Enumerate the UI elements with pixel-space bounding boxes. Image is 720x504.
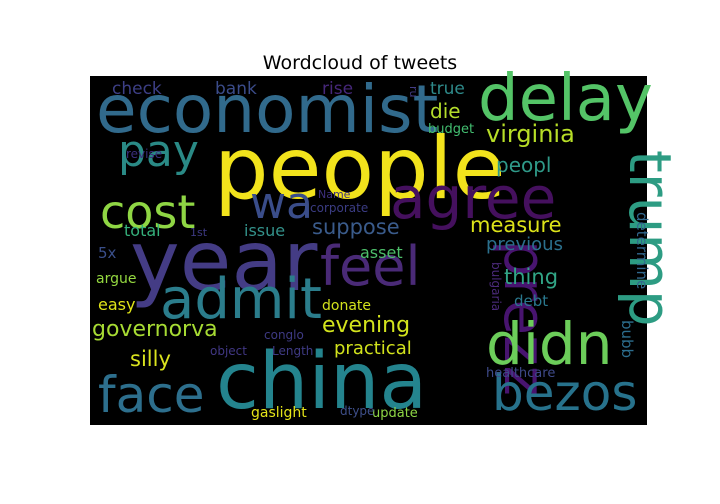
- word-donate: donate: [322, 298, 371, 314]
- word-didn: didn: [486, 310, 613, 378]
- word-bezos: bezos: [492, 364, 637, 422]
- word-silly: silly: [130, 347, 171, 371]
- word-update: update: [372, 406, 418, 421]
- word-wa: wa: [250, 178, 313, 229]
- word-governorva: governorva: [92, 317, 218, 342]
- word-dtype: dtype: [340, 404, 374, 418]
- word-delay: delay: [478, 62, 653, 136]
- word-virginia: virginia: [486, 120, 575, 148]
- word-year: year: [130, 212, 318, 310]
- word-practical: practical: [334, 338, 412, 359]
- word-revise: revise: [126, 147, 162, 161]
- word-feel: feel: [320, 235, 420, 298]
- word-issue: issue: [244, 221, 285, 240]
- word-china: china: [216, 337, 427, 427]
- word-previous: previous: [486, 234, 563, 255]
- chart-title: Wordcloud of tweets: [262, 52, 458, 74]
- word-rise: rise: [322, 79, 353, 99]
- word-length: Length: [272, 344, 313, 358]
- word-budget: budget: [428, 122, 474, 137]
- word-ru: ru: [407, 86, 420, 98]
- word-cost: cost: [100, 185, 195, 239]
- word-prezz: prezz: [491, 240, 559, 396]
- word-bubb: bubb: [618, 320, 636, 358]
- word-measure: measure: [470, 213, 562, 237]
- word-1st: 1st: [190, 226, 208, 239]
- word-true: true: [430, 79, 465, 99]
- wordcloud-background: [90, 76, 647, 425]
- word-suppose: suppose: [312, 215, 400, 239]
- word-healthcare: healthcare: [486, 366, 555, 381]
- word-gaslight: gaslight: [251, 405, 307, 421]
- word-object: object: [210, 344, 247, 358]
- word-people: people: [214, 119, 506, 219]
- word-check: check: [112, 79, 162, 99]
- word-trump: trump: [616, 150, 684, 327]
- word-peopl: peopl: [496, 153, 552, 177]
- word-debt: debt: [514, 292, 548, 310]
- word-bulgaria: bulgaria: [489, 262, 503, 311]
- word-economist: economist: [96, 71, 438, 148]
- word-die: die: [430, 99, 461, 123]
- word-5x: 5x: [98, 244, 117, 262]
- word-easy: easy: [98, 295, 135, 314]
- word-bank: bank: [215, 79, 257, 99]
- word-argue: argue: [96, 271, 136, 287]
- word-conglo: conglo: [264, 328, 304, 342]
- word-total: total: [124, 221, 161, 240]
- word-asset: asset: [360, 243, 403, 262]
- word-pay: pay: [118, 126, 199, 177]
- word-evening: evening: [322, 313, 410, 338]
- word-face: face: [98, 366, 205, 424]
- word-thing: thing: [504, 265, 558, 289]
- word-agree: agree: [390, 164, 556, 232]
- word-name: Name: [318, 188, 351, 201]
- word-admit: admit: [160, 267, 322, 332]
- word-determine: determine: [633, 212, 651, 289]
- word-corporate: corporate: [310, 201, 368, 215]
